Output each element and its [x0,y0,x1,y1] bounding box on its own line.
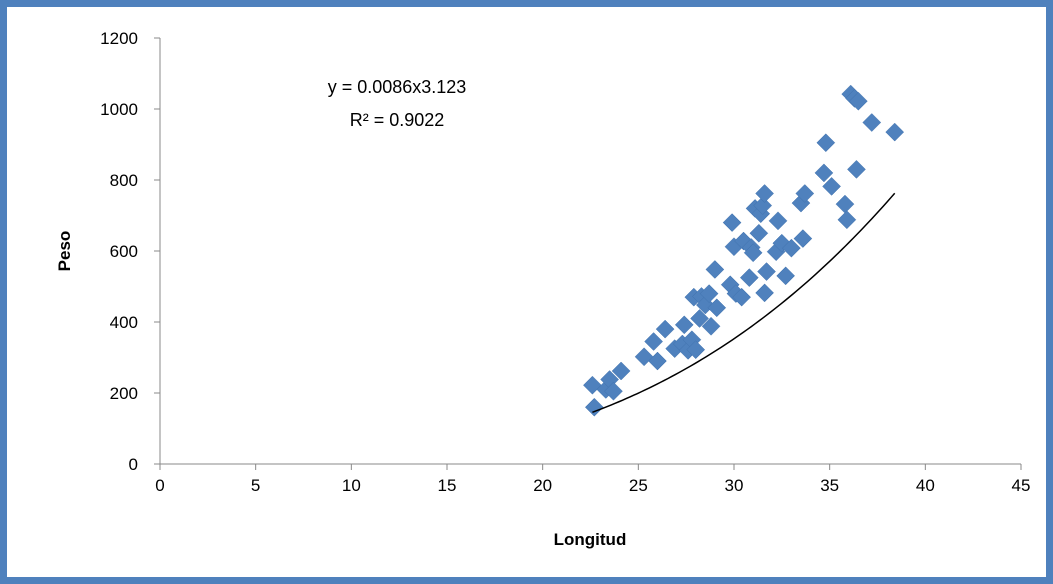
data-point [674,315,694,335]
data-point [885,122,905,142]
data-point [686,340,706,360]
y-axis-title: Peso [55,231,74,272]
data-point [699,284,719,303]
x-tick-label: 15 [438,476,457,495]
data-points [583,84,905,417]
trendline [592,192,896,413]
data-point [701,316,721,336]
data-point [753,196,773,215]
y-tick-label: 600 [110,242,138,261]
y-tick-label: 1200 [100,29,138,48]
data-point [722,213,742,232]
data-point [707,298,727,318]
data-point [743,243,763,263]
trendline-equation: y = 0.0086x3.123 [328,77,467,97]
data-point [768,211,788,231]
data-point [732,287,752,307]
data-point [755,184,774,203]
data-point [847,159,866,179]
data-point [822,177,841,196]
data-point [837,210,857,230]
data-point [611,361,631,381]
data-point [776,266,796,286]
data-point [604,381,623,401]
data-point [655,319,675,339]
data-point [757,262,776,281]
y-tick-label: 1000 [100,100,138,119]
x-tick-label: 20 [533,476,552,495]
x-tick-label: 5 [251,476,260,495]
data-point [749,223,769,243]
x-tick-label: 45 [1012,476,1031,495]
data-point [705,260,725,279]
data-point [644,332,663,351]
data-point [862,113,882,132]
axes [159,38,1021,465]
ticks: 0 5 10 15 20 25 30 35 40 45 0 200 400 600 800 1000 1200 [100,29,1030,495]
x-tick-label: 35 [820,476,839,495]
x-tick-label: 0 [155,476,164,495]
data-point [816,133,836,153]
y-tick-label: 200 [110,384,138,403]
data-point [584,397,604,417]
data-point [835,194,855,214]
data-point [739,268,759,287]
data-point [849,91,868,111]
data-point [782,238,801,258]
r-squared-label: R² = 0.9022 [350,110,445,130]
data-point [793,229,813,248]
y-tick-label: 400 [110,313,138,332]
data-point [755,283,774,303]
x-axis-title: Longitud [554,530,627,549]
x-tick-label: 30 [725,476,744,495]
data-point [795,184,815,203]
y-tick-label: 0 [129,455,138,474]
data-point [648,351,667,371]
data-point [690,309,709,328]
x-tick-label: 40 [916,476,935,495]
x-tick-label: 25 [629,476,648,495]
x-tick-label: 10 [342,476,361,495]
y-tick-label: 800 [110,171,138,190]
data-point [814,163,834,183]
